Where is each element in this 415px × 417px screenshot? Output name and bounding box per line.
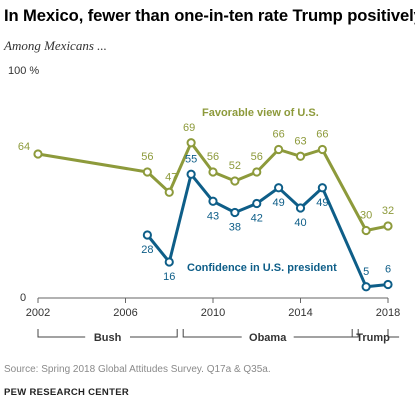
data-point [295,151,306,161]
data-label: 56 [207,151,219,163]
data-point [186,138,196,148]
data-label: 47 [165,171,177,183]
data-point [33,149,43,159]
data-label: 66 [273,129,285,141]
data-label: 66 [316,129,328,141]
source-note: Source: Spring 2018 Global Attitudes Sur… [4,364,271,375]
data-point [208,196,218,206]
data-label: 55 [185,153,197,165]
chart-subtitle: Among Mexicans ... [4,38,107,53]
data-label: 56 [141,151,153,163]
x-tick-label: 2018 [376,307,400,319]
data-label: 28 [141,244,153,256]
data-point [142,230,152,240]
y-axis-top-label: 100 % [8,65,39,77]
data-point [230,176,240,186]
credit-line: PEW RESEARCH CENTER [4,387,129,398]
era-label: Bush [94,332,122,344]
era-bracket-left [347,329,359,338]
data-point [230,207,240,218]
data-label: 42 [251,213,263,225]
data-label: 56 [251,151,263,163]
era-bracket-left [182,329,242,338]
data-label: 30 [360,210,372,222]
data-label: 43 [207,210,219,222]
chart-title: In Mexico, fewer than one-in-ten rate Tr… [4,6,415,25]
data-label: 16 [163,271,175,283]
data-point [361,282,371,292]
data-label: 49 [273,197,285,209]
era-label: Obama [249,332,287,344]
data-point [164,187,174,197]
data-point [252,167,262,177]
data-point [383,221,393,231]
era-bracket-left [37,329,86,338]
data-point [383,279,393,290]
data-point [252,198,262,209]
data-label: 38 [229,222,241,234]
x-tick-label: 2006 [113,307,137,319]
series-label-favorable: Favorable view of U.S. [202,107,319,119]
series-label-confidence: Confidence in U.S. president [187,262,337,274]
data-point [361,225,371,236]
data-point [274,144,284,155]
data-label: 64 [18,141,30,153]
x-tick-label: 2014 [288,307,312,319]
data-label: 49 [316,197,328,209]
data-point [274,183,284,193]
x-tick-label: 2010 [201,307,225,319]
data-label: 6 [385,264,391,276]
data-point [295,203,306,213]
era-bracket-right [293,329,353,338]
data-label: 32 [382,205,394,217]
data-point [208,167,218,177]
data-point [186,169,196,179]
data-label: 63 [294,135,306,147]
series-line [37,141,389,232]
data-label: 40 [294,217,306,229]
y-axis-bottom-label: 0 [20,292,26,304]
data-label: 52 [229,160,241,172]
era-bracket-right [129,329,178,338]
era-label: Trump [356,332,390,344]
data-point [164,257,174,267]
era-bracket-right [387,329,400,338]
data-point [317,144,327,155]
x-tick-label: 2002 [26,307,50,319]
data-point [142,167,152,177]
data-label: 5 [363,266,369,278]
data-label: 69 [183,122,195,134]
data-point [317,183,327,193]
